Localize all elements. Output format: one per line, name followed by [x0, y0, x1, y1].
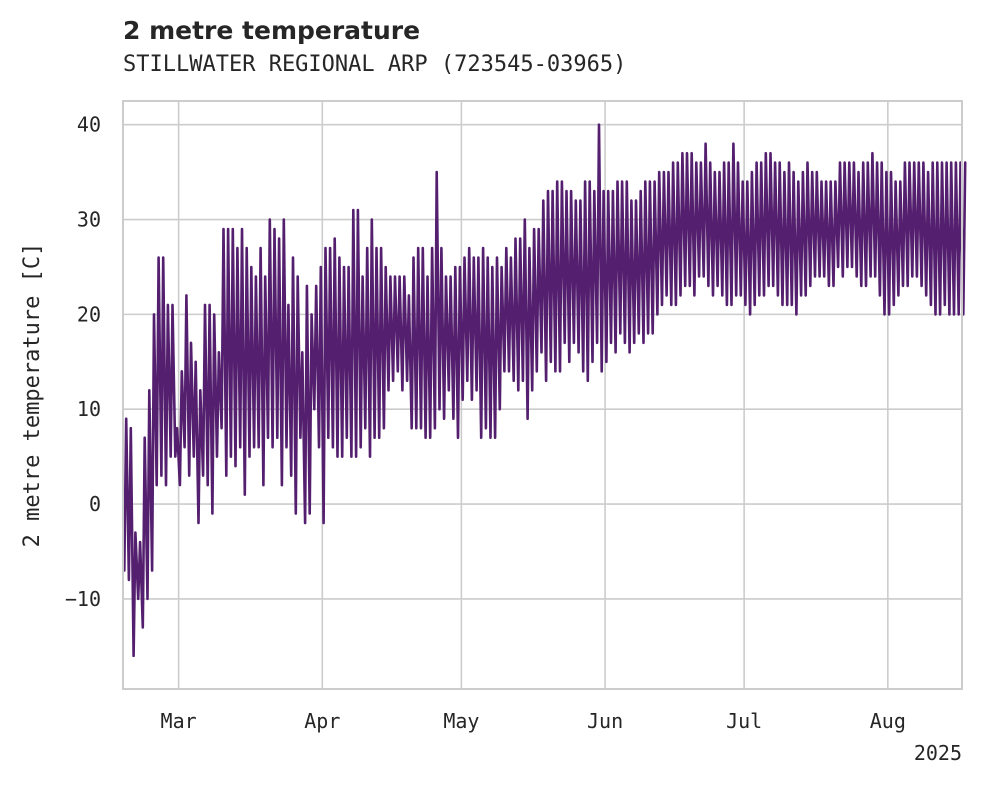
- y-tick-label: 30: [77, 208, 101, 232]
- y-tick-label: 20: [77, 302, 101, 326]
- chart-subtitle: STILLWATER REGIONAL ARP (723545-03965): [123, 52, 627, 77]
- plot-frame: [122, 100, 963, 690]
- y-axis-ticks: −10 0 10 20 30 40: [65, 113, 101, 611]
- y-tick-label: 0: [89, 492, 101, 516]
- y-tick-label: 10: [77, 397, 101, 421]
- chart-title: 2 metre temperature: [123, 16, 421, 45]
- series-layer: [123, 123, 967, 658]
- y-tick-label: 40: [77, 113, 101, 137]
- x-tick-label: Apr: [304, 709, 340, 733]
- x-tick-label: Mar: [161, 709, 197, 733]
- y-tick-label: −10: [65, 587, 101, 611]
- temperature-series-line: [123, 123, 967, 658]
- y-axis-label: 2 metre temperature [C]: [20, 243, 45, 548]
- x-axis-offset-label: 2025: [914, 741, 962, 765]
- x-tick-label: Jul: [726, 709, 762, 733]
- x-tick-label: May: [443, 709, 479, 733]
- x-tick-label: Jun: [587, 709, 623, 733]
- x-axis-ticks: Mar Apr May Jun Jul Aug: [161, 709, 906, 733]
- x-tick-label: Aug: [870, 709, 906, 733]
